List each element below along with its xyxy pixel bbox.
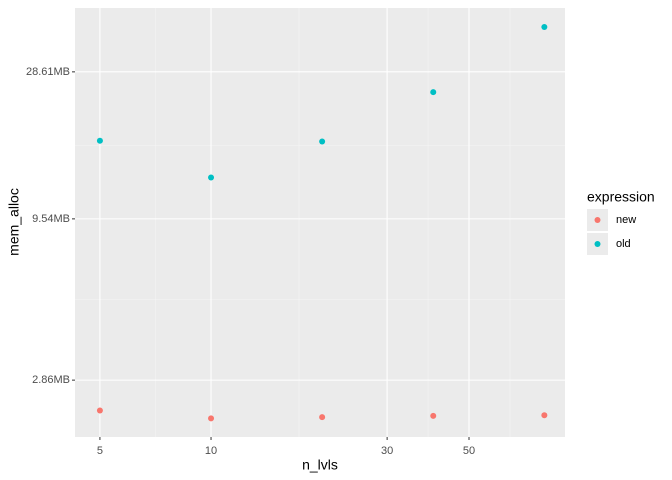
point: [430, 412, 437, 419]
point: [319, 414, 326, 421]
x-tick-label: 50: [463, 445, 475, 457]
point: [430, 89, 437, 96]
y-tick-label: 2.86MB: [32, 374, 70, 386]
legend-title: expression: [587, 189, 655, 205]
point: [208, 174, 215, 181]
point: [96, 137, 103, 144]
x-tick-label: 5: [97, 445, 103, 457]
legend-label: new: [616, 214, 636, 226]
x-tick-label: 30: [381, 445, 393, 457]
point: [208, 415, 215, 422]
point: [541, 412, 548, 419]
x-tick-label: 10: [205, 445, 217, 457]
point: [541, 23, 548, 30]
legend-symbol: [594, 217, 601, 223]
point: [319, 138, 326, 145]
y-tick-label: 28.61MB: [26, 66, 70, 78]
legend-symbol: [594, 241, 601, 247]
y-axis-title: mem_alloc: [6, 188, 22, 256]
point: [96, 407, 103, 414]
panel: [75, 8, 565, 437]
x-axis-title: n_lvls: [302, 457, 338, 473]
y-tick-label: 9.54MB: [32, 213, 70, 225]
legend-label: old: [616, 238, 631, 250]
